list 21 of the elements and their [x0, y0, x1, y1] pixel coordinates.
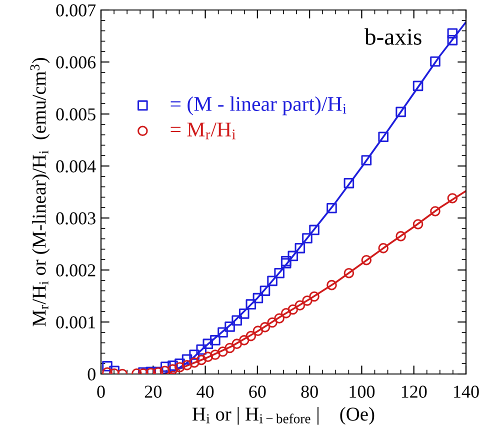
y-tick-label: 0.006 — [56, 56, 96, 69]
y-tick-label: 0.002 — [56, 264, 96, 277]
x-axis-title: H$_{i}$ or | H$_{i−before}$ | (Oe) — [192, 407, 374, 425]
y-tick-label: 0.005 — [56, 108, 96, 121]
x-tick-label: 60 — [249, 386, 266, 398]
text: M$_{r}$/H$_{i}$ or (M-linear)/H$_{i}$ (emu/cm$^{3}$) — [30, 58, 50, 326]
annotation: b-axis — [364, 28, 422, 45]
x-tick-label: 120 — [402, 386, 427, 398]
x-tick-label: 80 — [301, 386, 318, 398]
x-tick-label: 140 — [454, 386, 479, 398]
y-tick-label: 0 — [88, 368, 96, 380]
y-tick-label: 0.007 — [56, 4, 96, 17]
legend-label: = (M - linear part)/H$_{i}$ — [170, 96, 346, 116]
y-tick-label: 0.004 — [56, 160, 96, 173]
x-tick-label: 20 — [144, 386, 162, 398]
x-tick-label: 0 — [97, 386, 105, 398]
legend-label: = M$_{r}$/H$_{i}$ — [170, 122, 236, 140]
y-tick-label: 0.003 — [56, 212, 96, 225]
y-tick-label: 0.001 — [56, 316, 96, 329]
x-tick-label: 40 — [196, 386, 214, 398]
x-tick-label: 100 — [350, 386, 375, 398]
